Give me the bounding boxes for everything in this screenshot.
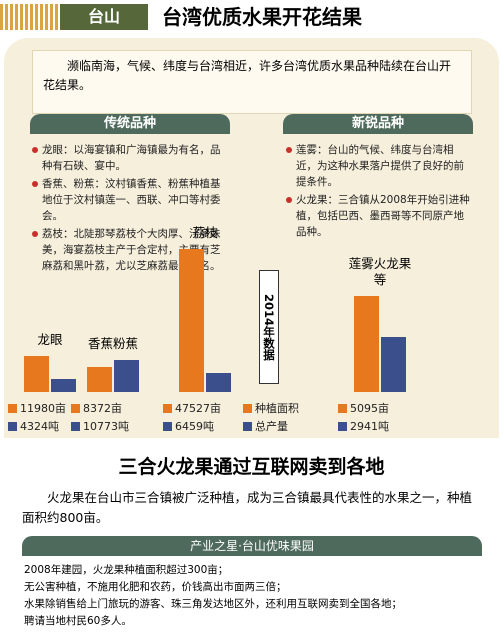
bar: [206, 372, 231, 392]
category-label: 香蕉粉蕉: [87, 335, 138, 351]
value-label: 5095亩: [338, 400, 389, 416]
list-item: 香蕉、粉蕉：汶村镇香蕉、粉蕉种植基地位于汶村镇莲一、西联、冲口等村委会。: [32, 176, 230, 224]
header-title: 台湾优质水果开花结果: [162, 5, 362, 29]
value-label: 4324吨: [8, 418, 59, 434]
list-item: 龙眼：以海宴镇和广海镇最为有名，品种有石硖、宴中。: [32, 142, 230, 174]
legend-item: 种植面积: [243, 400, 299, 416]
value-text: 8372亩: [83, 402, 122, 415]
value-label: 2941吨: [338, 418, 389, 434]
article-body: 火龙果在台山市三合镇被广泛种植，成为三合镇最具代表性的水果之一，种植面积约800…: [22, 490, 473, 525]
value-swatch: [338, 404, 347, 413]
value-swatch: [8, 422, 17, 431]
chart: 11980亩 4324吨 龙眼 8372亩 10773吨 香蕉粉蕉 47527亩 6459吨 荔…: [0, 225, 503, 435]
box-title: 产业之星·台山优味果园: [22, 536, 482, 556]
value-label: 11980亩: [8, 400, 66, 416]
value-text: 6459吨: [175, 420, 214, 433]
bar: [87, 366, 112, 392]
bar: [51, 379, 76, 392]
legend-swatch: [243, 404, 252, 413]
decor-stripes: [0, 4, 58, 30]
new-list: 莲雾：台山的气候、纬度与台湾相近，为这种水果落户提供了良好的前提条件。 火龙果：三…: [286, 142, 472, 242]
list-item: 荔枝：北陡那琴荔枝个大肉厚、汁多味美，海宴荔枝主产于合定村，主要有芝麻荔和黑叶荔…: [32, 226, 230, 274]
bar: [24, 356, 49, 392]
bar: [354, 296, 379, 392]
box-line: 水果除销售给上门旅玩的游客、珠三角发达地区外，还利用互联网卖到全国各地；: [24, 598, 402, 610]
value-text: 2941吨: [350, 420, 389, 433]
list-item: 莲雾：台山的气候、纬度与台湾相近，为这种水果落户提供了良好的前提条件。: [286, 142, 472, 190]
box-line: 聘请当地村民60多人。: [24, 615, 132, 627]
intro: 濒临南海，气候、纬度与台湾相近，许多台湾优质水果品种陆续在台山开花结果。: [32, 50, 472, 114]
value-swatch: [338, 422, 347, 431]
bar: [114, 359, 139, 392]
traditional-list: 龙眼：以海宴镇和广海镇最为有名，品种有石硖、宴中。 香蕉、粉蕉：汶村镇香蕉、粉蕉种…: [32, 142, 230, 276]
bar: [179, 249, 204, 392]
value-label: 47527亩: [163, 400, 221, 416]
header-tag: 台山: [60, 4, 148, 30]
section-title: 新锐品种: [283, 114, 473, 134]
value-swatch: [163, 422, 172, 431]
value-text: 5095亩: [350, 402, 389, 415]
value-label: 6459吨: [163, 418, 214, 434]
category-label: 龙眼: [37, 332, 63, 348]
value-label: 8372亩: [71, 400, 122, 416]
legend-item: 总产量: [243, 418, 288, 434]
list-item: 火龙果：三合镇从2008年开始引进种植，包括巴西、墨西哥等不同原产地品种。: [286, 192, 472, 240]
category-label: 荔枝: [192, 225, 218, 241]
box-lines: 2008年建园，火龙果种植面积超过300亩； 无公害种植，不施用化肥和农药，价钱高…: [24, 562, 494, 630]
headline: 三合火龙果通过互联网卖到各地: [118, 456, 385, 478]
section-title: 传统品种: [30, 114, 230, 134]
value-text: 47527亩: [175, 402, 221, 415]
value-swatch: [71, 422, 80, 431]
value-swatch: [163, 404, 172, 413]
bar: [381, 336, 406, 392]
value-swatch: [71, 404, 80, 413]
annotation: 2014年数据: [259, 270, 279, 384]
value-text: 4324吨: [20, 420, 59, 433]
box-line: 2008年建园，火龙果种植面积超过300亩；: [24, 564, 229, 576]
legend-text: 种植面积: [255, 402, 299, 415]
legend-swatch: [243, 422, 252, 431]
legend-text: 总产量: [255, 420, 288, 433]
value-label: 10773吨: [71, 418, 129, 434]
box-line: 无公害种植，不施用化肥和农药，价钱高出市面两三倍；: [24, 581, 287, 593]
value-text: 11980亩: [20, 402, 66, 415]
value-text: 10773吨: [83, 420, 129, 433]
category-label: 莲雾火龙果等: [348, 256, 412, 288]
value-swatch: [8, 404, 17, 413]
